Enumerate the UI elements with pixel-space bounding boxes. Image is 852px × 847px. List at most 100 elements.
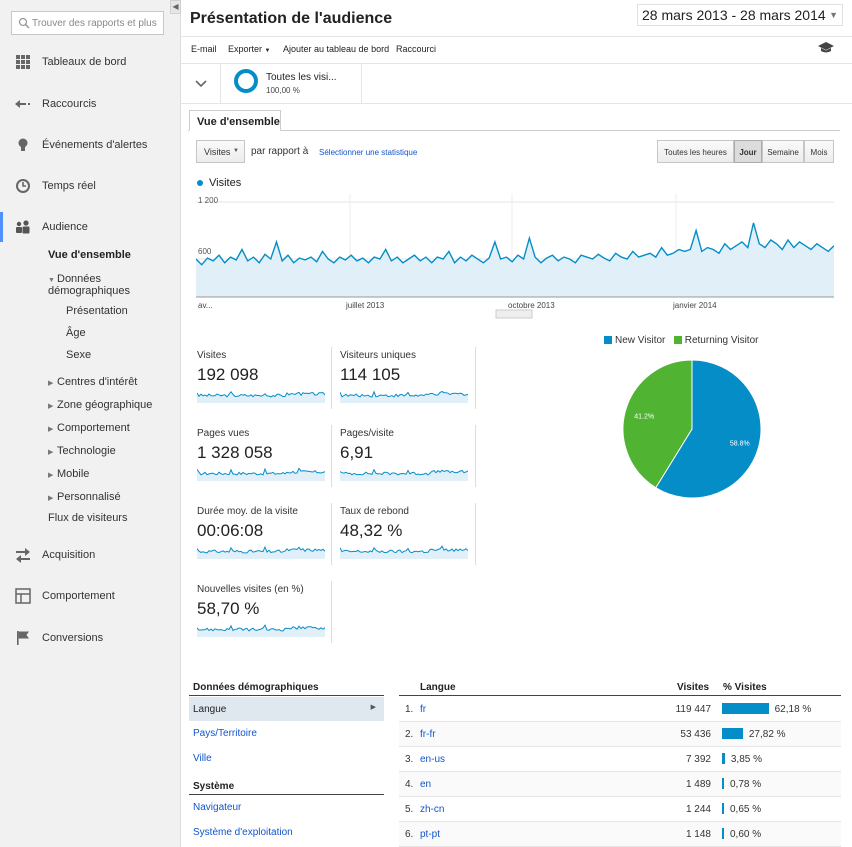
pie-slice-new-visitor[interactable] xyxy=(655,359,762,499)
sparkline xyxy=(340,545,468,559)
date-range-picker[interactable]: 28 mars 2013 - 28 mars 2014 ▼ xyxy=(637,4,843,26)
chart-resize-handle[interactable] xyxy=(495,309,533,319)
nav-behavior[interactable]: Comportement xyxy=(0,581,180,611)
chevron-left-icon: ◀ xyxy=(172,2,179,11)
nav-mobile[interactable]: ▶ Mobile xyxy=(48,468,89,480)
hourly-button[interactable]: Toutes les heures xyxy=(657,140,734,163)
page-title: Présentation de l'audience xyxy=(190,10,393,27)
row-percent: 0,78 % xyxy=(730,779,762,790)
nav-audience[interactable]: Audience xyxy=(0,212,180,242)
metric-dropdown-label: Visites xyxy=(204,147,231,157)
sparkline-line xyxy=(197,390,325,398)
nav-alerts[interactable]: Événements d'alertes xyxy=(0,130,180,160)
chevron-down-icon[interactable] xyxy=(192,76,210,90)
nav-demo-presentation[interactable]: Présentation xyxy=(66,305,128,317)
metric-label: Visiteurs uniques xyxy=(340,350,416,361)
metric-value: 1 328 058 xyxy=(197,443,273,462)
search-box[interactable] xyxy=(11,11,164,35)
row-visits: 1 244 xyxy=(685,804,711,815)
pie-slice-returning-visitor[interactable] xyxy=(622,359,693,489)
demo-language-item[interactable]: Langue ▶ xyxy=(189,697,384,721)
nav-demographics[interactable]: ▼ Données démographiques xyxy=(48,274,168,297)
month-button[interactable]: Mois xyxy=(804,140,834,163)
graduation-cap-icon[interactable] xyxy=(818,42,834,54)
nav-technology[interactable]: ▶ Technologie xyxy=(48,445,116,457)
add-to-dashboard-button[interactable]: Ajouter au tableau de bord xyxy=(283,44,390,54)
nav-conversions[interactable]: Conversions xyxy=(0,623,180,653)
layout-icon xyxy=(15,588,31,604)
nav-audience-label: Audience xyxy=(42,221,88,233)
metric-card-pages-per-visit[interactable]: Pages/visite 6,91 xyxy=(340,428,475,481)
table-row: 6. pt-pt 1 148 0,60 % xyxy=(399,822,841,847)
row-language-link[interactable]: en-us xyxy=(420,754,446,765)
collapse-sidebar-button[interactable]: ◀ xyxy=(170,0,181,14)
week-button[interactable]: Semaine xyxy=(762,140,804,163)
row-share-bar xyxy=(722,728,743,739)
row-language-link[interactable]: fr xyxy=(420,704,427,715)
system-browser-link[interactable]: Navigateur xyxy=(193,802,242,813)
nav-shortcuts[interactable]: Raccourcis xyxy=(0,89,180,119)
clock-icon xyxy=(16,179,30,193)
segment-card[interactable] xyxy=(220,64,362,104)
demo-country-link[interactable]: Pays/Territoire xyxy=(193,728,257,739)
demo-city-link[interactable]: Ville xyxy=(193,753,212,764)
metric-value: 6,91 xyxy=(340,443,374,462)
report-toolbar xyxy=(181,36,852,64)
metric-card-bounce-rate[interactable]: Taux de rebond 48,32 % xyxy=(340,506,475,559)
row-visits: 7 392 xyxy=(685,754,711,765)
nav-geo[interactable]: ▶ Zone géographique xyxy=(48,399,152,411)
metric-card-unique-visitors[interactable]: Visiteurs uniques 114 105 xyxy=(340,350,475,403)
search-input[interactable] xyxy=(32,15,162,31)
sparkline-line xyxy=(197,624,325,632)
email-button[interactable]: E-mail xyxy=(191,44,217,54)
sparkline-line xyxy=(340,545,468,554)
export-label: Exporter xyxy=(228,44,263,54)
metric-card-pageviews[interactable]: Pages vues 1 328 058 xyxy=(197,428,332,481)
row-language-link[interactable]: en xyxy=(420,779,432,790)
nav-interests[interactable]: ▶ Centres d'intérêt xyxy=(48,376,137,388)
export-button[interactable]: Exporter ▼ xyxy=(228,44,270,54)
shortcut-button[interactable]: Raccourci xyxy=(396,44,437,54)
nav-visitor-flow[interactable]: Flux de visiteurs xyxy=(48,512,128,524)
nav-dashboards[interactable]: Tableaux de bord xyxy=(0,47,180,77)
acquisition-arrows-icon xyxy=(16,548,30,563)
legend-returning-visitor: Returning Visitor xyxy=(684,335,759,346)
divider xyxy=(331,503,332,565)
x-tick-jul-2013: juillet 2013 xyxy=(345,301,385,310)
nav-acquisition[interactable]: Acquisition xyxy=(0,540,180,570)
nav-behavior-sub[interactable]: ▶ Comportement xyxy=(48,422,130,434)
metric-card-visits[interactable]: Visites 192 098 xyxy=(197,350,332,403)
nav-demo-age[interactable]: Âge xyxy=(66,327,86,339)
demo-language-label: Langue xyxy=(193,704,227,715)
row-percent: 27,82 % xyxy=(748,729,786,740)
metric-label: Taux de rebond xyxy=(340,506,409,517)
nav-realtime[interactable]: Temps réel xyxy=(0,171,180,201)
day-button[interactable]: Jour xyxy=(734,140,762,163)
search-icon xyxy=(18,17,30,29)
nav-custom[interactable]: ▶ Personnalisé xyxy=(48,491,121,503)
shortcut-arrow-icon xyxy=(15,100,30,108)
nav-demo-sex[interactable]: Sexe xyxy=(66,349,92,361)
row-language-link[interactable]: pt-pt xyxy=(420,829,441,840)
nav-mobile-label: Mobile xyxy=(57,468,90,480)
pie-legend: New Visitor Returning Visitor xyxy=(604,335,758,346)
nav-shortcuts-label: Raccourcis xyxy=(42,98,97,110)
row-language-link[interactable]: fr-fr xyxy=(420,729,436,740)
nav-audience-overview[interactable]: Vue d'ensemble xyxy=(48,249,131,261)
tab-overview[interactable]: Vue d'ensemble xyxy=(189,110,281,131)
date-range-text: 28 mars 2013 - 28 mars 2014 xyxy=(642,7,826,23)
visitor-type-pie-chart[interactable]: 58.8% 41.2% xyxy=(620,357,764,501)
y-tick-600: 600 xyxy=(198,247,212,256)
visits-area-chart[interactable]: 1 200 600 av... juillet 2013 octobre 201… xyxy=(196,190,834,320)
metric-card-new-visits[interactable]: Nouvelles visites (en %) 58,70 % xyxy=(197,584,332,637)
system-os-link[interactable]: Système d'exploitation xyxy=(193,827,293,838)
metric-card-avg-duration[interactable]: Durée moy. de la visite 00:06:08 xyxy=(197,506,332,559)
chevron-right-icon: ▶ xyxy=(370,704,376,711)
metric-dropdown[interactable]: Visites ▼ xyxy=(196,140,245,163)
metric-value: 114 105 xyxy=(340,365,401,384)
pie-label-new: 58.8% xyxy=(730,441,750,448)
row-language-link[interactable]: zh-cn xyxy=(420,804,445,815)
divider xyxy=(475,347,476,409)
segment-bar xyxy=(181,64,852,104)
select-metric-link[interactable]: Sélectionner une statistique xyxy=(319,148,418,157)
